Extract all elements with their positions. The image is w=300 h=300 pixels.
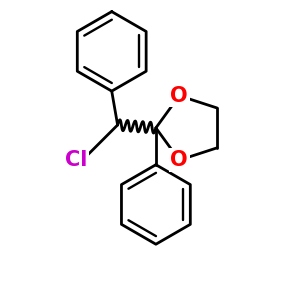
Text: O: O <box>170 86 188 106</box>
Text: Cl: Cl <box>65 150 88 170</box>
Text: O: O <box>170 150 188 170</box>
